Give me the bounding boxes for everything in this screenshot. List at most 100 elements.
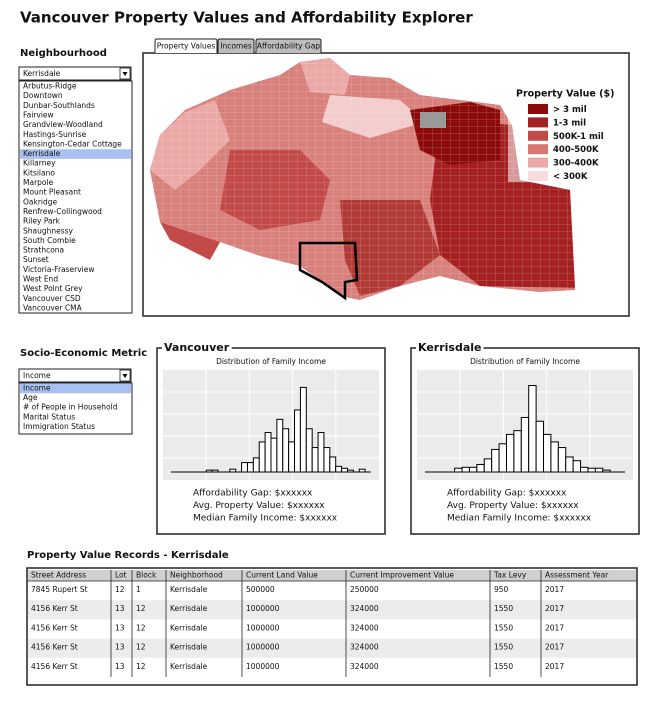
list-option[interactable]: Kitsilano	[23, 168, 55, 177]
list-option[interactable]: Fairview	[23, 110, 54, 119]
list-option[interactable]: Oakridge	[23, 197, 58, 206]
list-option[interactable]: Victoria-Fraserview	[23, 265, 95, 274]
legend-label: > 3 mil	[553, 105, 587, 115]
table-cell: 1000000	[246, 662, 280, 671]
summary-line: Affordability Gap: $xxxxxx	[193, 489, 313, 499]
histogram-bar	[543, 433, 552, 473]
list-option[interactable]: Marital Status	[23, 412, 75, 421]
list-option[interactable]: Age	[23, 393, 38, 402]
list-option[interactable]: South Combie	[23, 236, 76, 245]
table-cell: Kerrisdale	[170, 643, 208, 652]
legend-label: 500K-1 mil	[553, 132, 604, 142]
legend-swatch	[528, 171, 548, 181]
list-option[interactable]: Riley Park	[23, 217, 61, 226]
selected-option-highlight	[20, 383, 131, 394]
table-cell: 13	[115, 604, 125, 613]
neighbourhood-list	[18, 80, 133, 314]
histogram-bar	[341, 467, 348, 473]
table-row-shade	[28, 600, 636, 620]
histogram-bar	[258, 441, 266, 473]
histogram-bar	[329, 456, 337, 473]
table-cell: 324000	[350, 662, 379, 671]
histogram-bar	[513, 430, 522, 473]
list-option[interactable]: Shaughnessy	[23, 226, 74, 235]
histogram-bar	[594, 467, 604, 473]
list-option[interactable]: West Point Grey	[23, 284, 83, 293]
neighbourhood-dropdown[interactable]	[18, 66, 132, 81]
list-option[interactable]: Arbutus-Ridge	[23, 82, 77, 91]
list-option[interactable]: Sunset	[23, 255, 49, 264]
list-option[interactable]: Dunbar-Southlands	[23, 101, 95, 110]
legend-label: 400-500K	[553, 145, 599, 155]
list-option[interactable]: Mount Pleasant	[23, 188, 81, 197]
table-cell: 12	[115, 585, 125, 594]
table-cell: 13	[115, 623, 125, 632]
map	[150, 58, 575, 301]
table-cell: 1	[136, 585, 141, 594]
histogram-bar	[535, 420, 545, 473]
list-option[interactable]: Immigration Status	[23, 422, 95, 431]
map-park	[420, 112, 446, 128]
list-option[interactable]: Strathcona	[23, 246, 64, 255]
histogram-bar	[505, 433, 515, 473]
histogram-bar	[498, 443, 507, 473]
table-cell: 12	[136, 623, 146, 632]
column-header: Street Address	[31, 571, 86, 580]
summary-line: Avg. Property Value: $xxxxxx	[193, 501, 325, 511]
list-option[interactable]: Renfrew-Collingwood	[23, 207, 102, 216]
table-cell: Kerrisdale	[170, 585, 208, 594]
tab[interactable]	[154, 38, 218, 53]
column-header: Lot	[115, 571, 127, 580]
list-option[interactable]: Vancouver CMA	[23, 303, 83, 312]
table-cell: 950	[494, 585, 509, 594]
list-option[interactable]: Income	[23, 384, 51, 393]
selected-neighbourhood-outline	[298, 241, 359, 301]
histogram-bar	[323, 447, 331, 473]
list-option[interactable]: Killarney	[23, 159, 56, 168]
table-cell: 324000	[350, 623, 379, 632]
histogram-bar	[557, 447, 567, 473]
column-header: Current Improvement Value	[350, 571, 454, 580]
histogram-bar	[565, 456, 574, 473]
tab[interactable]	[255, 38, 322, 53]
metric-label: Socio-Economic Metric	[20, 348, 147, 359]
app-title: Vancouver Property Values and Affordabil…	[20, 9, 473, 27]
table-cell: 4156 Kerr St	[31, 623, 78, 632]
histogram-bar	[461, 466, 470, 473]
table-title: Property Value Records - Kerrisdale	[27, 550, 229, 561]
table-cell: 324000	[350, 604, 379, 613]
legend-label: < 300K	[553, 172, 588, 182]
tab[interactable]	[217, 38, 255, 53]
list-option[interactable]: Grandview-Woodland	[23, 120, 103, 129]
list-option[interactable]: Vancouver CSD	[23, 294, 81, 303]
histogram-bar	[241, 462, 248, 473]
table-cell: 1550	[494, 662, 513, 671]
table-cell: 7845 Rupert St	[31, 585, 88, 594]
list-option[interactable]: Downtown	[23, 91, 63, 100]
list-option[interactable]: Hastings-Sunrise	[23, 130, 87, 139]
list-option[interactable]: Kensington-Cedar Cottage	[23, 139, 122, 148]
table-cell: 12	[136, 643, 146, 652]
legend-title: Property Value ($)	[516, 89, 614, 100]
metric-dropdown[interactable]	[18, 368, 132, 383]
table-cell: 1000000	[246, 604, 280, 613]
summary-line: Affordability Gap: $xxxxxx	[447, 489, 567, 499]
table-cell: Kerrisdale	[170, 662, 208, 671]
histogram-bar	[246, 462, 254, 473]
list-option[interactable]: Marpole	[23, 178, 54, 187]
histogram-bar	[580, 466, 589, 473]
map-region	[160, 222, 220, 260]
column-header: Assessment Year	[545, 571, 609, 580]
table-cell: 1550	[494, 623, 513, 632]
histogram-bar	[305, 428, 313, 473]
list-option[interactable]: West End	[23, 275, 58, 284]
legend-swatch	[528, 157, 548, 168]
list-option[interactable]: Kerrisdale	[23, 149, 61, 158]
histogram-bar	[454, 467, 463, 473]
table	[26, 567, 638, 686]
legend-swatch	[528, 104, 548, 114]
list-option[interactable]: # of People in Household	[23, 403, 118, 412]
table-cell: 4156 Kerr St	[31, 604, 78, 613]
